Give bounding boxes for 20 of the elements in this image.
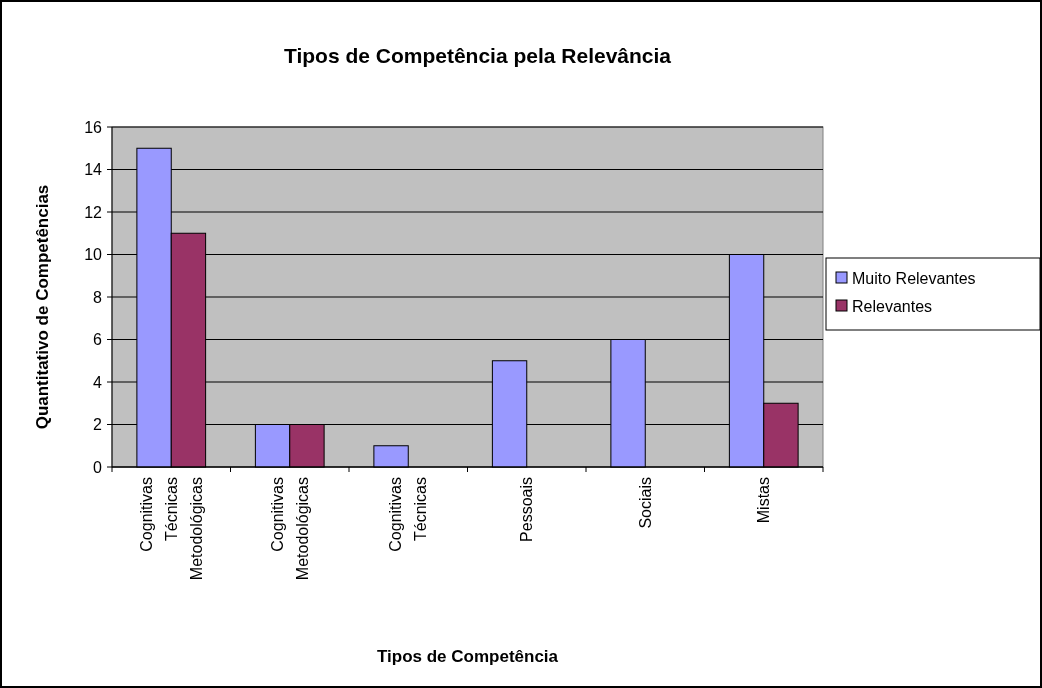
x-tick-label: Mistas	[755, 477, 773, 524]
chart-title: Tipos de Competência pela Relevância	[283, 44, 672, 67]
y-tick-label: 4	[93, 373, 103, 391]
y-tick-label: 16	[84, 118, 103, 136]
legend-label: Relevantes	[852, 297, 933, 315]
x-tick-label: Cognitivas Técnicas	[387, 477, 430, 552]
y-axis-title: Quantitativo de Competências	[33, 184, 52, 430]
y-tick-label: 12	[84, 203, 103, 221]
y-tick-label: 8	[93, 288, 103, 306]
y-tick-label: 2	[93, 416, 103, 434]
x-tick-label: Cognitivas Técnicas Metodológicas	[137, 477, 205, 581]
legend-label: Muito Relevantes	[852, 269, 976, 287]
y-tick-label: 6	[93, 331, 103, 349]
y-tick-label: 14	[84, 161, 103, 179]
x-tick-label: Cognitivas Metodológicas	[268, 477, 311, 581]
x-tick-label: Sociais	[636, 477, 654, 529]
y-tick-label: 10	[84, 246, 103, 264]
x-axis-title: Tipos de Competência	[376, 647, 559, 666]
y-tick-label: 0	[93, 458, 103, 476]
x-tick-label: Pessoais	[518, 477, 536, 542]
